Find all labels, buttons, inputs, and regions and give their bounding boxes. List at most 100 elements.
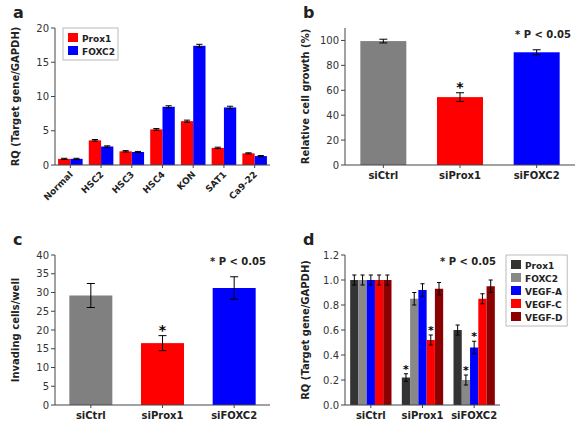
bar <box>212 148 224 165</box>
y-axis-line <box>55 255 56 405</box>
error-bar <box>480 294 484 304</box>
bar <box>358 280 366 405</box>
y-tick <box>51 165 55 166</box>
y-tick <box>341 165 345 166</box>
error-bar <box>123 151 129 152</box>
x-tick <box>162 405 163 408</box>
legend-label: Prox1 <box>82 34 111 44</box>
x-tick <box>90 405 91 408</box>
y-axis-label: RQ (Target gene/GAPDH) <box>10 27 21 167</box>
y-tick <box>341 280 345 281</box>
error-bar <box>412 293 416 306</box>
y-tick-label: 20 <box>36 325 49 336</box>
x-tick-label: SAT1 <box>203 169 228 194</box>
y-tick-label: 25 <box>36 306 49 317</box>
legend-swatch <box>68 33 78 42</box>
error-bar <box>437 283 441 296</box>
bar <box>427 340 435 405</box>
significance-star: * <box>403 363 409 376</box>
y-tick-label: 0 <box>43 400 49 411</box>
y-tick-label: 5 <box>43 125 49 136</box>
y-tick-label: 1.0 <box>323 275 339 286</box>
x-tick-label: KON <box>175 169 197 191</box>
bar <box>487 286 495 405</box>
x-tick <box>101 165 102 168</box>
x-tick-label: Normal <box>42 169 75 202</box>
error-bar <box>258 156 264 157</box>
bar <box>242 153 254 165</box>
bars <box>58 44 267 165</box>
significance-star: * <box>456 79 464 95</box>
panel-title: c <box>13 230 22 249</box>
error-bar <box>227 106 233 108</box>
x-tick-label: siProx1 <box>142 410 184 421</box>
x-tick-label: siFOXC2 <box>514 170 560 181</box>
annotation: * P < 0.05 <box>210 256 266 267</box>
legend-swatch <box>68 46 78 55</box>
x-tick <box>162 165 163 168</box>
bar <box>101 147 113 165</box>
panel: b020406080100Relative cell growth (%)siC… <box>300 3 575 181</box>
y-axis-line <box>345 255 346 405</box>
error-bar <box>61 158 67 159</box>
y-tick-label: 0.2 <box>323 375 339 386</box>
error-bar <box>361 275 365 285</box>
legend-swatch <box>511 312 521 321</box>
y-tick-label: 15 <box>36 343 49 354</box>
x-tick <box>193 165 194 168</box>
y-tick <box>341 380 345 381</box>
bar <box>141 343 184 405</box>
y-tick <box>341 40 345 41</box>
error-bar <box>352 275 356 285</box>
error-bar <box>73 158 79 159</box>
x-tick-label: siProx1 <box>402 410 444 421</box>
legend-label: Prox1 <box>525 261 554 271</box>
y-tick-label: 80 <box>326 60 339 71</box>
y-tick-label: 30 <box>36 287 49 298</box>
annotation: * P < 0.05 <box>515 29 571 40</box>
bar <box>383 280 391 405</box>
panel: d0.00.20.40.60.81.01.2RQ (Target gene/GA… <box>300 230 567 421</box>
y-axis-line <box>345 28 346 165</box>
y-axis-line <box>55 28 56 165</box>
x-tick-label: siCtrl <box>356 410 386 421</box>
y-tick-label: 10 <box>36 91 49 102</box>
y-axis-label: Relative cell growth (%) <box>300 29 311 164</box>
bar <box>89 140 101 165</box>
y-tick-label: 0.6 <box>323 325 339 336</box>
x-tick-label: siCtrl <box>76 410 106 421</box>
x-tick-label: siFOXC2 <box>211 410 257 421</box>
y-tick <box>51 28 55 29</box>
y-tick-label: 20 <box>326 135 339 146</box>
y-tick <box>51 273 55 274</box>
bar <box>213 288 256 405</box>
background <box>0 0 586 445</box>
y-tick <box>341 355 345 356</box>
legend-frame <box>63 28 118 60</box>
x-tick <box>370 405 371 408</box>
bar <box>437 97 483 165</box>
significance-star: * <box>463 364 469 377</box>
y-tick-label: 35 <box>36 268 49 279</box>
y-tick <box>51 348 55 349</box>
error-bar <box>420 284 424 297</box>
y-axis-label: Invading cells/well <box>10 278 21 383</box>
bar <box>58 159 70 165</box>
x-tick <box>474 405 475 408</box>
x-tick <box>536 165 537 168</box>
error-bar <box>379 39 387 43</box>
panel-title: b <box>303 3 314 22</box>
bar <box>181 121 193 165</box>
y-tick <box>341 305 345 306</box>
bar <box>70 159 82 165</box>
error-bar <box>533 50 541 55</box>
significance-star: * <box>471 330 477 343</box>
bar <box>454 330 462 405</box>
error-bar <box>104 146 110 147</box>
error-bar <box>369 275 373 285</box>
y-tick-label: 40 <box>36 250 49 261</box>
y-tick <box>51 292 55 293</box>
x-tick-label: siFOXC2 <box>451 410 497 421</box>
y-tick-label: 0 <box>333 160 339 171</box>
panel: c0510152025303540Invading cells/wellsiCt… <box>10 230 270 421</box>
